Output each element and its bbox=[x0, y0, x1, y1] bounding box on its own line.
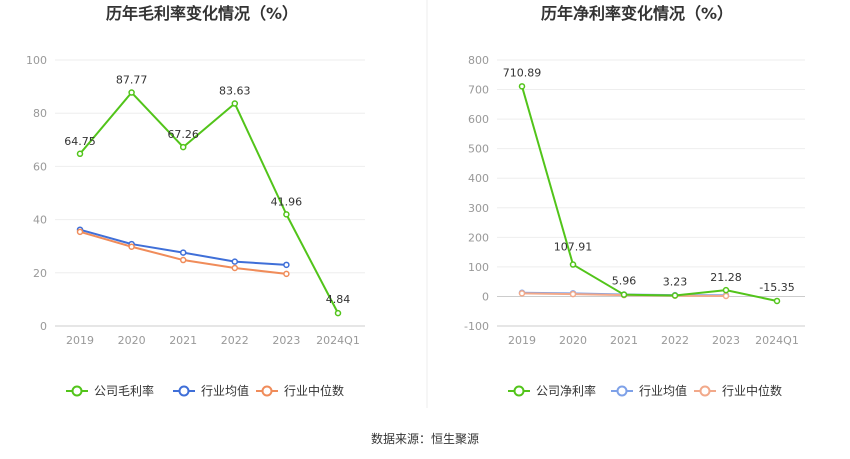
y-tick-label: 500 bbox=[468, 143, 489, 156]
data-point bbox=[76, 228, 84, 236]
legend-marker-icon bbox=[261, 385, 273, 397]
y-tick-label: 200 bbox=[468, 231, 489, 244]
data-point bbox=[671, 292, 679, 299]
x-tick-label: 2020 bbox=[559, 334, 587, 347]
x-tick-label: 2019 bbox=[66, 334, 94, 347]
legend-marker-icon bbox=[178, 385, 190, 397]
data-point bbox=[231, 264, 239, 272]
data-label: 64.75 bbox=[64, 135, 96, 148]
gross-margin-title: 历年毛利率变化情况（%） bbox=[106, 4, 298, 23]
data-point bbox=[179, 143, 187, 151]
y-tick-label: 100 bbox=[468, 261, 489, 274]
x-tick-label: 2019 bbox=[508, 334, 536, 347]
data-point bbox=[518, 290, 526, 297]
legend-label: 行业中位数 bbox=[722, 383, 782, 398]
gross-margin-x-axis: 2019 2020 2021 2022 2023 2024Q1 bbox=[66, 334, 360, 347]
x-tick-label: 2024Q1 bbox=[755, 334, 799, 347]
y-tick-label: 60 bbox=[33, 160, 47, 173]
net-margin-chart: 历年净利率变化情况（%） -100 0 100 200 300 400 500 600 700 8… bbox=[464, 4, 805, 398]
x-tick-label: 2021 bbox=[169, 334, 197, 347]
net-margin-legend[interactable]: 公司净利率 行业均值 行业中位数 bbox=[508, 383, 782, 398]
data-point bbox=[231, 258, 239, 265]
net-margin-y-axis: -100 0 100 200 300 400 500 600 700 800 bbox=[464, 54, 489, 333]
y-tick-label: 600 bbox=[468, 113, 489, 126]
legend-label: 行业均值 bbox=[639, 383, 687, 398]
legend-label: 行业中位数 bbox=[284, 383, 344, 398]
data-label: 5.96 bbox=[612, 275, 637, 288]
data-label: 4.84 bbox=[326, 293, 351, 306]
x-tick-label: 2021 bbox=[610, 334, 638, 347]
data-label: 67.26 bbox=[167, 128, 199, 141]
series-line bbox=[521, 86, 778, 302]
data-point bbox=[620, 291, 628, 298]
data-point bbox=[773, 297, 781, 305]
y-tick-label: 700 bbox=[468, 84, 489, 97]
series-line bbox=[79, 91, 339, 314]
y-tick-label: 0 bbox=[482, 290, 489, 303]
net-margin-grid bbox=[497, 59, 805, 327]
data-point bbox=[569, 261, 577, 268]
data-point bbox=[76, 150, 84, 158]
data-point bbox=[334, 309, 342, 317]
x-tick-label: 2020 bbox=[118, 334, 146, 347]
y-tick-label: 0 bbox=[40, 320, 47, 333]
data-point bbox=[722, 292, 730, 300]
gross-margin-legend[interactable]: 公司毛利率 行业均值 行业中位数 bbox=[66, 383, 344, 398]
y-tick-label: 400 bbox=[468, 172, 489, 185]
net-margin-series bbox=[518, 83, 781, 305]
y-tick-label: -100 bbox=[464, 320, 489, 333]
legend-label: 公司毛利率 bbox=[94, 383, 154, 398]
legend-marker-icon bbox=[513, 385, 525, 397]
y-tick-label: 800 bbox=[468, 54, 489, 67]
y-tick-label: 80 bbox=[33, 107, 47, 120]
y-tick-label: 20 bbox=[33, 267, 47, 280]
gross-margin-data-labels: 64.75 87.77 67.26 83.63 41.96 4.84 bbox=[64, 74, 350, 307]
y-tick-label: 100 bbox=[26, 54, 47, 67]
data-label: 107.91 bbox=[554, 241, 593, 254]
gross-margin-y-axis: 0 20 40 60 80 100 bbox=[26, 54, 47, 333]
x-tick-label: 2023 bbox=[712, 334, 740, 347]
data-point bbox=[128, 89, 135, 96]
data-label: 21.28 bbox=[710, 271, 742, 284]
legend-marker-icon bbox=[699, 385, 711, 397]
net-margin-x-axis: 2019 2020 2021 2022 2023 2024Q1 bbox=[508, 334, 799, 347]
data-label: 710.89 bbox=[503, 66, 542, 79]
legend-label: 公司净利率 bbox=[536, 383, 596, 398]
data-point bbox=[128, 243, 135, 250]
data-point bbox=[179, 256, 187, 264]
y-tick-label: 40 bbox=[33, 214, 47, 227]
data-label: 3.23 bbox=[663, 275, 688, 288]
net-margin-data-labels: 710.89 107.91 5.96 3.23 21.28 -15.35 bbox=[503, 66, 795, 294]
x-tick-label: 2022 bbox=[221, 334, 249, 347]
data-point bbox=[231, 100, 239, 107]
x-tick-label: 2023 bbox=[272, 334, 300, 347]
x-tick-label: 2024Q1 bbox=[316, 334, 360, 347]
data-point bbox=[283, 270, 290, 278]
data-point bbox=[518, 83, 526, 90]
gross-margin-series bbox=[76, 89, 342, 317]
data-label: 41.96 bbox=[271, 195, 303, 208]
x-tick-label: 2022 bbox=[661, 334, 689, 347]
data-label: 87.77 bbox=[116, 74, 148, 87]
legend-marker-icon bbox=[71, 385, 83, 397]
legend-marker-icon bbox=[616, 385, 628, 397]
y-tick-label: 300 bbox=[468, 202, 489, 215]
data-label: 83.63 bbox=[219, 85, 251, 98]
data-point bbox=[283, 261, 290, 269]
gross-margin-grid bbox=[55, 59, 365, 327]
legend-label: 行业均值 bbox=[201, 383, 249, 398]
data-point bbox=[722, 286, 730, 294]
net-margin-title: 历年净利率变化情况（%） bbox=[541, 4, 733, 23]
data-point bbox=[283, 211, 290, 218]
data-source: 数据来源：恒生聚源 bbox=[371, 431, 479, 446]
data-label: -15.35 bbox=[759, 281, 794, 294]
data-point bbox=[179, 249, 187, 256]
data-point bbox=[569, 290, 577, 298]
